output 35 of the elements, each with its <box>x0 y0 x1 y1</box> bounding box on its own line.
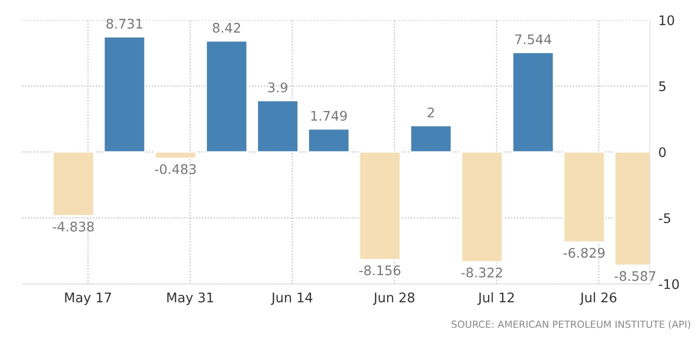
data-label: 8.42 <box>212 22 240 33</box>
y-tick-label: -5 <box>658 213 670 224</box>
bar <box>206 40 248 153</box>
x-tick-label: May 17 <box>65 292 112 306</box>
bar <box>154 151 197 160</box>
x-tick-label: Jul 26 <box>580 292 616 305</box>
data-label: -8.156 <box>359 265 400 276</box>
y-tick-label: -10 <box>658 279 679 290</box>
data-label: 1.749 <box>311 110 347 121</box>
x-tick-label: Jun 14 <box>270 292 312 305</box>
y-tick-label: 10 <box>660 15 674 26</box>
bar <box>103 36 146 153</box>
source-note: SOURCE: AMERICAN PETROLEUM INSTITUTE (API) <box>452 320 690 330</box>
data-label: 2 <box>428 108 434 118</box>
bar <box>512 52 554 153</box>
bar <box>563 151 606 243</box>
y-tick-label: 5 <box>659 81 666 92</box>
data-label: 8.731 <box>106 18 142 29</box>
bar <box>52 151 95 216</box>
data-label: -6.829 <box>564 248 605 258</box>
y-tick-label: 0 <box>659 147 666 158</box>
data-label: -0.483 <box>154 164 196 174</box>
data-label: -4.838 <box>52 222 94 232</box>
data-label: -8.587 <box>614 271 656 282</box>
x-tick-label: May 31 <box>167 292 214 306</box>
bar <box>308 128 350 153</box>
bar <box>358 151 401 260</box>
x-tick-label: Jun 28 <box>372 292 414 305</box>
bar <box>256 100 299 153</box>
data-label: 3.9 <box>268 82 288 92</box>
bar <box>460 151 504 262</box>
x-tick-label: Jul 12 <box>477 292 514 305</box>
bar <box>410 124 452 153</box>
data-label: -8.322 <box>461 268 502 278</box>
data-label: 7.544 <box>515 34 552 44</box>
